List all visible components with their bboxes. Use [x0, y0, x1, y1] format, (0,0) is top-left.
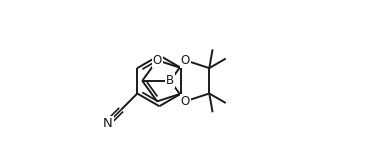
Text: N: N	[103, 117, 113, 130]
Text: O: O	[181, 54, 190, 67]
Text: O: O	[181, 95, 190, 108]
Text: B: B	[166, 74, 174, 87]
Text: O: O	[152, 54, 162, 67]
